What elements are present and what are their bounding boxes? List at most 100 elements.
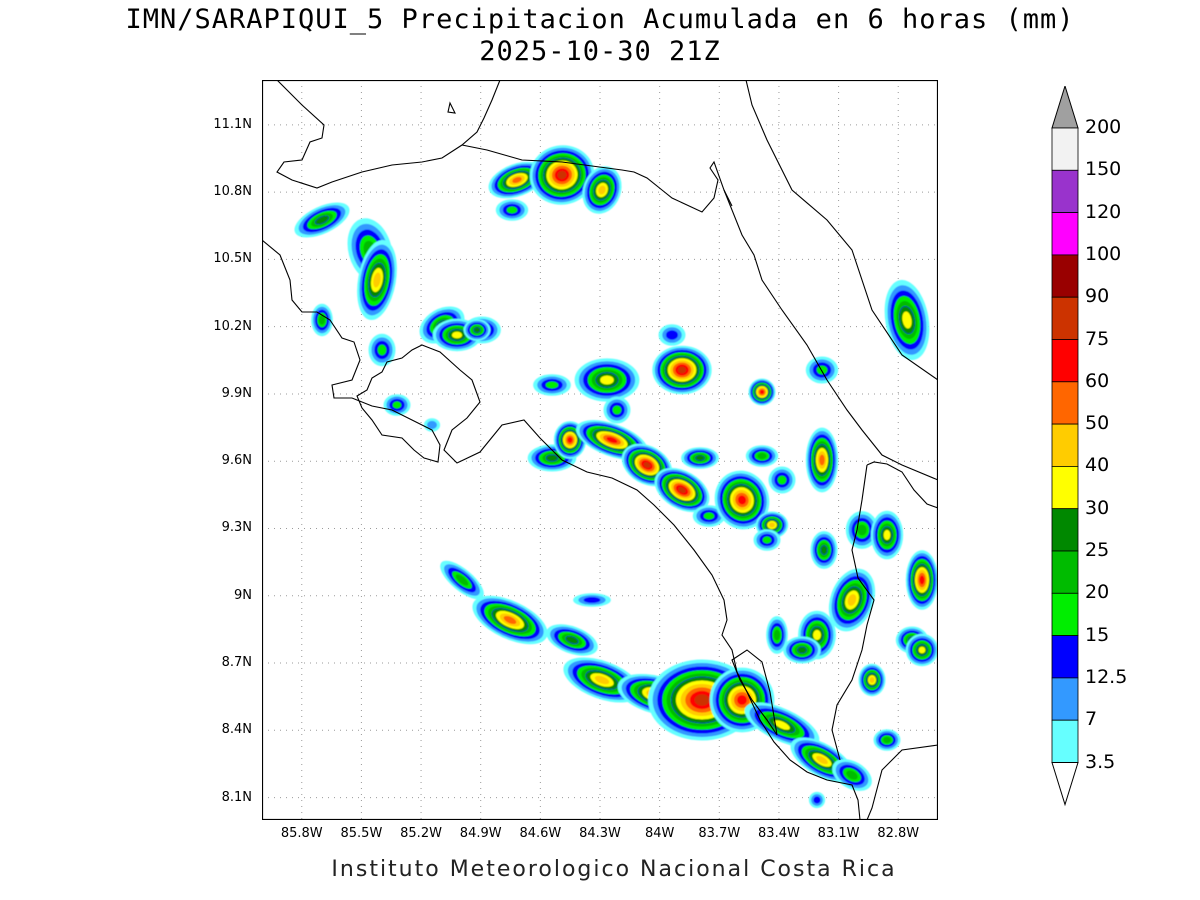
precip-contour — [373, 272, 381, 288]
precipitation-field — [294, 145, 938, 809]
precip-cell — [573, 593, 611, 607]
precip-cell — [654, 467, 710, 513]
precip-contour — [567, 437, 573, 443]
precip-cell — [546, 624, 598, 656]
precip-contour — [703, 511, 715, 521]
lon-tick-label: 84.9W — [459, 826, 502, 841]
precip-contour — [377, 344, 387, 356]
map-title: IMN/SARAPIQUI_5 Precipitacion Acumulada … — [125, 4, 1075, 35]
precip-cell — [845, 511, 879, 549]
precip-contour — [666, 330, 678, 340]
precip-contour — [902, 311, 912, 329]
precip-cell — [805, 427, 839, 493]
precip-contour — [816, 755, 828, 765]
lat-tick-label: 9.6N — [221, 453, 252, 469]
colorbar-label: 25 — [1085, 539, 1110, 561]
precip-cell — [858, 663, 886, 697]
precip-contour — [612, 405, 622, 415]
precip-contour — [557, 170, 567, 180]
precip-contour — [545, 454, 559, 462]
precip-contour — [857, 524, 867, 536]
precip-contour — [773, 629, 781, 641]
precip-cell — [905, 633, 938, 667]
precip-contour — [762, 535, 772, 545]
lon-tick-label: 85.8W — [280, 826, 323, 841]
precip-contour — [846, 770, 858, 780]
precip-cell — [472, 595, 548, 645]
precip-contour — [869, 676, 875, 684]
precip-contour — [757, 452, 767, 460]
colorbar-label: 60 — [1085, 369, 1110, 392]
lat-tick-label: 9N — [234, 587, 252, 603]
precip-contour — [594, 675, 610, 685]
colorbar-label: 50 — [1085, 412, 1110, 435]
precip-cell — [681, 447, 719, 469]
lat-tick-label: 8.1N — [221, 789, 252, 805]
lon-tick-label: 85.2W — [400, 826, 442, 841]
lon-tick-label: 85.5W — [340, 826, 383, 841]
precip-cell — [495, 199, 529, 221]
precip-cell — [383, 394, 411, 416]
precip-contour — [315, 215, 329, 225]
colorbar-label: 20 — [1085, 581, 1110, 604]
precip-contour — [427, 420, 437, 430]
map-subtitle-datetime: 2025-10-30 21Z — [479, 36, 721, 67]
precip-contour — [318, 315, 326, 325]
colorbar-label: 7 — [1085, 708, 1098, 731]
precip-contour — [473, 327, 481, 333]
lon-tick-label: 84W — [644, 826, 675, 841]
colorbar-swatch — [1051, 635, 1079, 679]
colorbar-label: 100 — [1085, 242, 1122, 265]
colorbar-swatch — [1051, 381, 1079, 425]
precip-cell — [744, 702, 820, 748]
precip-cell — [805, 356, 839, 384]
precip-contour — [777, 475, 787, 485]
colorbar-under-triangle — [1051, 762, 1079, 807]
precip-contour — [919, 575, 925, 585]
precip-contour — [819, 454, 825, 466]
precip-contour — [600, 375, 614, 385]
precip-contour — [774, 720, 790, 730]
precip-cell — [368, 333, 396, 367]
precip-contour — [512, 176, 522, 184]
precip-cell — [357, 239, 397, 321]
precip-contour — [503, 615, 517, 625]
lat-tick-label: 10.2N — [213, 318, 252, 334]
map-frame — [262, 80, 938, 820]
colorbar-swatch — [1051, 550, 1079, 594]
precip-contour — [759, 389, 765, 395]
precip-cell — [768, 466, 796, 494]
precip-cell — [603, 396, 631, 424]
precip-contour — [797, 646, 807, 654]
colorbar-label: 75 — [1085, 327, 1110, 350]
precip-contour — [565, 635, 579, 645]
precip-contour — [506, 205, 518, 215]
lon-tick-label: 84.3W — [579, 826, 621, 841]
precip-contour — [847, 594, 857, 606]
colorbar-swatch — [1051, 254, 1079, 298]
colorbar-label: 40 — [1085, 454, 1110, 477]
precip-cell — [870, 510, 904, 560]
precip-contour — [768, 522, 776, 528]
lon-tick-label: 83.1W — [817, 826, 860, 841]
precip-cell — [766, 616, 788, 654]
precip-cell — [783, 636, 821, 664]
lat-tick-label: 11.1N — [213, 116, 252, 132]
footer-credit: Instituto Meteorologico Nacional Costa R… — [331, 857, 897, 882]
precip-cell — [582, 166, 622, 214]
precip-contour — [883, 529, 891, 541]
colorbar-swatch — [1051, 339, 1079, 383]
colorbar-swatch — [1051, 296, 1079, 340]
precip-contour — [694, 694, 710, 706]
colorbar-swatch — [1051, 465, 1079, 510]
precipitation-map — [262, 80, 938, 820]
precip-cell — [808, 791, 826, 809]
lon-tick-label: 82.8W — [877, 826, 920, 841]
precip-cell — [873, 729, 901, 751]
precip-contour — [598, 185, 606, 195]
precip-cell — [828, 568, 876, 632]
coastlines-borders — [262, 80, 938, 820]
lon-tick-label: 83.7W — [698, 826, 741, 841]
precip-cell — [745, 445, 779, 467]
colorbar-label: 15 — [1085, 623, 1110, 646]
